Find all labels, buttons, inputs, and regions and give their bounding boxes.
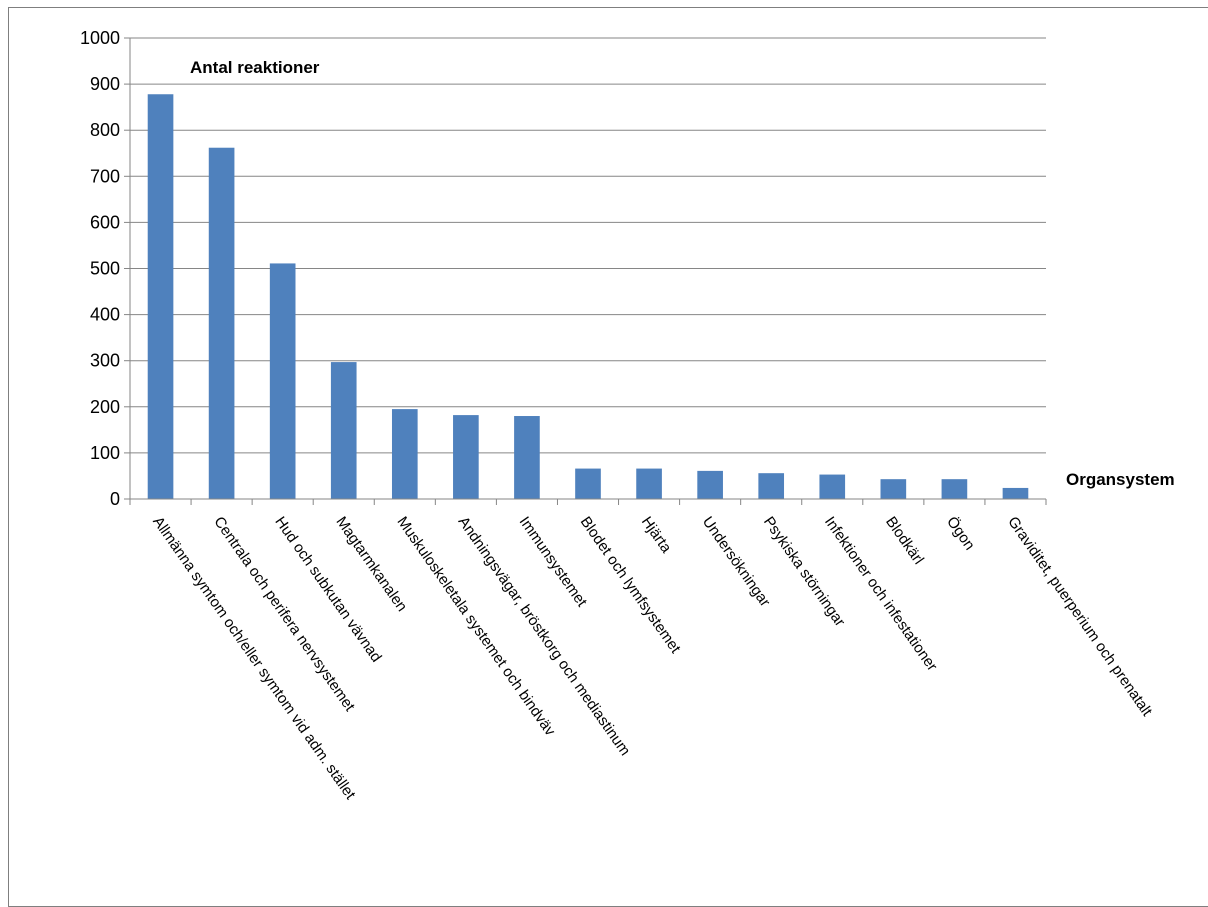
y-tick-label: 800 — [90, 120, 120, 140]
bar — [391, 409, 418, 499]
category-label: Blodkärl — [882, 514, 927, 568]
bar — [453, 415, 479, 499]
x-axis-label: Organsystem — [1066, 470, 1175, 489]
bar — [330, 362, 357, 499]
bar — [575, 468, 601, 499]
bar — [269, 263, 296, 499]
bars — [147, 94, 1029, 499]
category-label: Undersökningar — [699, 514, 774, 611]
category-labels: Allmänna symtom och/eller symtom vid adm… — [149, 513, 1156, 803]
x-axis-ticks — [129, 499, 1047, 505]
bar — [819, 474, 846, 499]
category-label: Infektioner och infestationer — [821, 514, 941, 675]
y-tick-label: 400 — [90, 305, 120, 325]
y-tick-label: 100 — [90, 443, 120, 463]
y-tick-label: 300 — [90, 351, 120, 371]
bar — [1002, 487, 1029, 499]
chart-frame — [8, 7, 1208, 907]
bar — [514, 416, 540, 499]
bar — [880, 479, 907, 499]
gridlines — [130, 37, 1046, 454]
y-tick-label: 900 — [90, 74, 120, 94]
bar — [636, 468, 662, 499]
y-tick-label: 600 — [90, 212, 120, 232]
bar — [758, 473, 785, 499]
bar — [697, 470, 723, 499]
y-tick-label: 500 — [90, 259, 120, 279]
bar — [208, 147, 235, 499]
y-tick-label: 1000 — [80, 28, 120, 48]
y-tick-label: 700 — [90, 166, 120, 186]
category-label: Graviditet, puerperium och prenatalt — [1004, 514, 1156, 720]
category-label: Hud och subkutan vävnad — [271, 514, 384, 666]
y-tick-label: 200 — [90, 397, 120, 417]
category-label: Blodet och lymfsystemet — [577, 514, 685, 658]
y-axis-ticks: 0 100 200 300 400 500 600 700 800 900 1000 — [80, 28, 130, 509]
category-label: Hjärta — [638, 514, 675, 557]
y-tick-label: 0 — [110, 489, 120, 509]
category-label: Ögon — [943, 513, 979, 553]
bar — [147, 94, 174, 499]
y-axis-label: Antal reaktioner — [190, 58, 320, 77]
bar — [941, 479, 968, 499]
